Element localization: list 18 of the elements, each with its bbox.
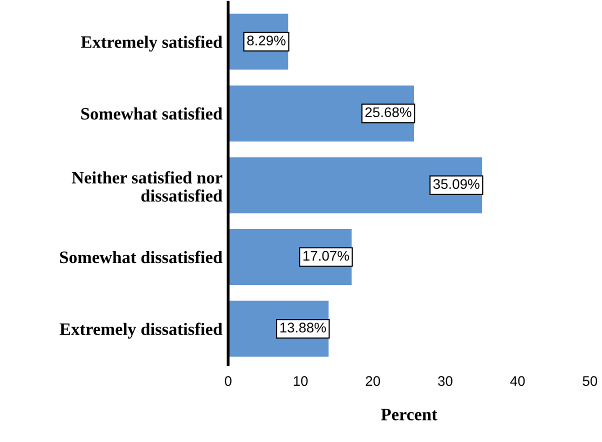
y-tick-label: Neither satisfied nor dissatisfied: [72, 171, 222, 202]
data-label: 8.29%: [247, 36, 286, 46]
data-label: 17.07%: [303, 250, 350, 261]
data-label: 35.09%: [433, 179, 480, 189]
y-tick-label: Extremely satisfied: [80, 36, 222, 52]
y-tick-label: Somewhat dissatisfied: [60, 250, 222, 264]
y-tick-label: Somewhat satisfied: [81, 107, 222, 120]
x-tick-label: 30: [438, 376, 452, 386]
y-tick-label: Extremely dissatisfied: [60, 322, 222, 339]
data-label: 25.68%: [365, 107, 412, 118]
x-tick-label: 50: [582, 376, 598, 386]
x-tick-label: 0: [224, 376, 232, 386]
x-tick-label: 20: [366, 376, 380, 386]
data-label: 13.88%: [280, 322, 326, 332]
x-tick-label: 10: [294, 376, 308, 386]
x-tick-label: 40: [510, 376, 525, 386]
x-axis-title: Percent: [381, 408, 438, 420]
bar: [228, 157, 482, 214]
